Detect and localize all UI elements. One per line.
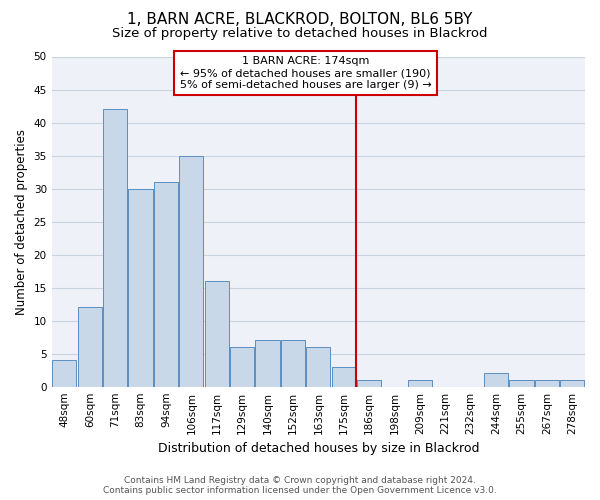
- Bar: [154, 182, 178, 386]
- Bar: [332, 367, 356, 386]
- Bar: [357, 380, 381, 386]
- X-axis label: Distribution of detached houses by size in Blackrod: Distribution of detached houses by size …: [158, 442, 479, 455]
- Bar: [560, 380, 584, 386]
- Text: Size of property relative to detached houses in Blackrod: Size of property relative to detached ho…: [112, 28, 488, 40]
- Text: Contains HM Land Registry data © Crown copyright and database right 2024.
Contai: Contains HM Land Registry data © Crown c…: [103, 476, 497, 495]
- Text: 1 BARN ACRE: 174sqm
← 95% of detached houses are smaller (190)
5% of semi-detach: 1 BARN ACRE: 174sqm ← 95% of detached ho…: [180, 56, 431, 90]
- Bar: [535, 380, 559, 386]
- Bar: [103, 110, 127, 386]
- Bar: [77, 308, 102, 386]
- Bar: [179, 156, 203, 386]
- Bar: [408, 380, 432, 386]
- Bar: [52, 360, 76, 386]
- Bar: [256, 340, 280, 386]
- Bar: [484, 374, 508, 386]
- Y-axis label: Number of detached properties: Number of detached properties: [15, 128, 28, 314]
- Text: 1, BARN ACRE, BLACKROD, BOLTON, BL6 5BY: 1, BARN ACRE, BLACKROD, BOLTON, BL6 5BY: [127, 12, 473, 28]
- Bar: [509, 380, 533, 386]
- Bar: [281, 340, 305, 386]
- Bar: [230, 347, 254, 387]
- Bar: [306, 347, 331, 387]
- Bar: [205, 281, 229, 386]
- Bar: [128, 188, 152, 386]
